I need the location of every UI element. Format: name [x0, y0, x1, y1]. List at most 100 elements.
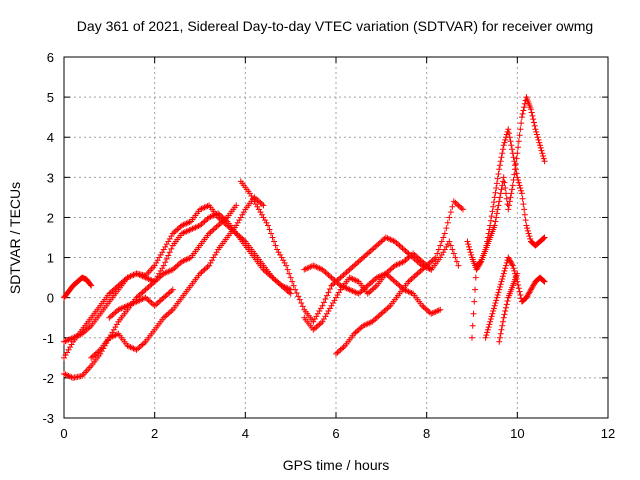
data-point — [339, 345, 346, 352]
data-point — [387, 274, 394, 281]
data-point — [326, 273, 333, 280]
data-point — [518, 187, 525, 194]
data-point — [506, 202, 513, 209]
data-point — [441, 246, 448, 253]
data-point — [497, 330, 504, 337]
data-point — [234, 219, 241, 226]
series-arc-5 — [88, 194, 267, 361]
data-point — [488, 313, 495, 320]
data-point — [326, 305, 333, 312]
data-point — [322, 296, 329, 303]
data-point — [493, 210, 500, 217]
data-point — [449, 203, 456, 210]
data-point — [484, 329, 491, 336]
data-point — [521, 100, 528, 107]
data-point — [311, 316, 318, 323]
data-point — [495, 289, 502, 296]
data-point — [172, 263, 179, 270]
data-point — [393, 279, 400, 286]
data-point — [512, 166, 519, 173]
x-tick-label: 12 — [601, 426, 615, 441]
series-arc-2 — [61, 202, 294, 361]
data-point — [213, 249, 220, 256]
data-point — [500, 174, 507, 181]
data-point — [540, 152, 547, 159]
data-point — [61, 354, 67, 361]
data-point — [385, 267, 392, 274]
data-point — [429, 257, 436, 264]
data-point — [511, 267, 518, 274]
data-point — [491, 302, 498, 309]
data-point — [373, 314, 380, 321]
data-point — [446, 214, 453, 221]
data-point — [139, 341, 146, 348]
data-point — [168, 233, 175, 240]
data-point — [494, 206, 501, 213]
data-point — [337, 346, 344, 353]
data-point — [258, 201, 265, 208]
data-point — [153, 301, 160, 308]
data-point — [366, 249, 373, 256]
data-point — [328, 302, 335, 309]
data-point — [200, 219, 207, 226]
data-point — [364, 250, 371, 257]
data-point — [456, 203, 463, 210]
data-point — [257, 209, 264, 216]
data-point — [510, 265, 517, 272]
data-point — [110, 310, 117, 317]
data-point — [526, 233, 533, 240]
data-point — [287, 274, 294, 281]
data-point — [531, 122, 538, 129]
data-point — [506, 130, 513, 137]
data-point — [372, 316, 379, 323]
data-point — [487, 222, 494, 229]
data-point — [440, 249, 447, 256]
data-point — [314, 322, 321, 329]
data-point — [64, 349, 71, 356]
data-point — [213, 223, 220, 230]
data-point — [334, 349, 341, 356]
data-point — [521, 206, 528, 213]
data-point — [348, 265, 355, 272]
data-point — [486, 226, 493, 233]
data-point — [148, 300, 155, 307]
data-point — [357, 257, 364, 264]
data-point — [198, 269, 205, 276]
data-point — [85, 325, 92, 332]
data-point — [505, 126, 512, 133]
data-point — [329, 300, 336, 307]
data-point — [488, 213, 495, 220]
data-point — [465, 241, 472, 248]
data-point — [402, 247, 409, 254]
data-point — [236, 217, 243, 224]
data-point — [237, 214, 244, 221]
data-point — [411, 273, 418, 280]
data-point — [469, 322, 476, 329]
data-point — [485, 324, 492, 331]
data-point — [416, 269, 423, 276]
data-point — [336, 275, 343, 282]
x-tick-label: 6 — [332, 426, 339, 441]
data-point — [512, 160, 519, 167]
data-point — [163, 312, 170, 319]
data-point — [367, 247, 374, 254]
data-point — [497, 158, 504, 165]
data-point — [322, 269, 329, 276]
data-point — [200, 267, 207, 274]
data-point — [416, 255, 423, 262]
data-point — [417, 267, 424, 274]
data-point — [275, 279, 282, 286]
data-point — [502, 136, 509, 143]
data-point — [388, 265, 395, 272]
data-point — [444, 219, 451, 226]
data-point — [165, 310, 172, 317]
data-point — [260, 214, 267, 221]
data-point — [447, 242, 454, 249]
data-point — [260, 202, 267, 209]
data-marks — [61, 94, 548, 381]
data-point — [323, 310, 330, 317]
data-point — [540, 277, 547, 284]
data-point — [331, 297, 338, 304]
data-point — [68, 341, 75, 348]
data-point — [443, 243, 450, 250]
